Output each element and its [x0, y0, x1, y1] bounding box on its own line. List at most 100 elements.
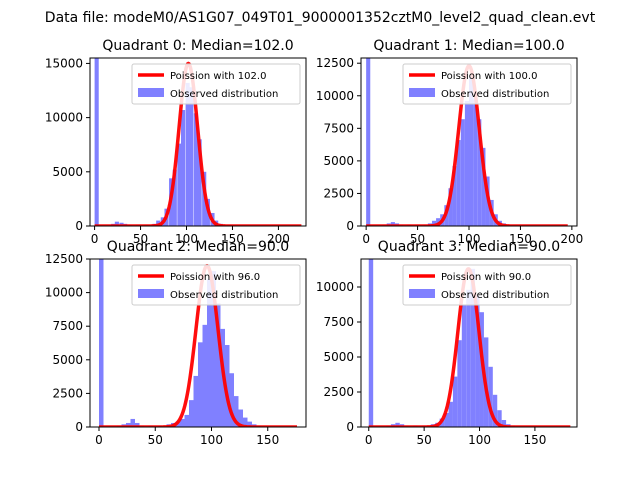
x-tick-label: 200 [267, 232, 290, 246]
panel-title: Quadrant 3: Median=90.0 [378, 239, 560, 255]
y-tick-label: 5000 [323, 154, 354, 168]
legend: Poission with 96.0 Observed distribution [131, 264, 301, 306]
histogram-bar [135, 422, 140, 427]
y-tick-label: 0 [75, 219, 83, 233]
legend-box [402, 63, 572, 105]
histogram-bar [473, 98, 478, 226]
histogram-bar [492, 394, 498, 427]
y-tick-label: 2500 [52, 386, 83, 400]
histogram-bar [229, 373, 234, 427]
y-tick-label: 15000 [45, 56, 83, 70]
y-tick-label: 5000 [323, 350, 354, 364]
histogram-bar [457, 340, 462, 427]
legend-box [131, 264, 301, 306]
y-tick-label: 10000 [316, 280, 354, 294]
histogram-bar [180, 110, 186, 226]
x-tick-label: 50 [148, 433, 163, 447]
histogram-bar [475, 295, 480, 427]
quadrant-panel-0: 0 50 100 150 200 0 5000 10000 15000 Quadrant 0: M… [45, 38, 307, 246]
histogram-bar [395, 422, 400, 427]
quadrant-panel-1: 0 50 100 150 200 0 2500 5000 7500 10000 12500 Quadr… [316, 38, 583, 246]
histogram-bar [197, 139, 202, 226]
histogram-bar [452, 376, 458, 427]
histogram-bar [193, 375, 198, 427]
x-tick-label: 100 [468, 433, 491, 447]
x-tick-label: 100 [458, 232, 481, 246]
histogram-bar [431, 220, 437, 226]
y-tick-label: 12500 [45, 252, 83, 266]
histogram-bar [488, 366, 493, 427]
legend: Poission with 90.0 Observed distribution [402, 264, 572, 306]
histogram-bar [497, 410, 502, 427]
legend: Poission with 102.0 Observed distribution [131, 63, 301, 105]
y-tick-label: 12500 [316, 56, 354, 70]
histogram-bar [243, 417, 248, 427]
histogram-bar [225, 345, 230, 427]
y-tick-label: 7500 [323, 121, 354, 135]
histogram-bar [390, 222, 395, 226]
histogram-bar [501, 420, 507, 427]
histogram-bar [126, 422, 131, 427]
x-tick-label: 150 [509, 232, 532, 246]
x-tick-label: 150 [523, 433, 546, 447]
poisson-curve [93, 61, 303, 226]
histogram-bar [216, 303, 221, 427]
y-tick-label: 7500 [323, 315, 354, 329]
y-tick-label: 5000 [52, 353, 83, 367]
histogram-bar [198, 342, 203, 427]
histogram-bar [94, 58, 99, 226]
histogram-bar [130, 418, 135, 427]
x-tick-label: 50 [416, 433, 431, 447]
histogram-bar [172, 169, 177, 226]
y-tick-label: 0 [346, 420, 354, 434]
histogram-bar [466, 289, 471, 427]
legend: Poission with 100.0 Observed distribution [402, 63, 572, 105]
histogram-bar [99, 259, 104, 427]
histogram-bar [193, 113, 198, 226]
x-tick-label: 0 [362, 232, 370, 246]
x-tick-label: 0 [91, 232, 99, 246]
panel-title: Quadrant 0: Median=102.0 [102, 38, 293, 54]
x-tick-label: 100 [200, 433, 223, 447]
x-tick-label: 0 [365, 433, 373, 447]
legend-bar-swatch [138, 88, 164, 97]
x-tick-label: 100 [175, 232, 198, 246]
histogram-bar [448, 188, 453, 226]
histogram-bar [114, 221, 119, 226]
histogram-bar [477, 119, 482, 226]
histogram-bar [470, 268, 476, 427]
x-tick-label: 50 [410, 232, 425, 246]
histogram-bar [481, 147, 486, 226]
y-tick-label: 0 [346, 219, 354, 233]
x-tick-label: 200 [560, 232, 583, 246]
y-tick-label: 2500 [323, 385, 354, 399]
histogram-bar [238, 409, 243, 427]
axes-frame [360, 258, 578, 428]
histogram-bar [189, 87, 194, 226]
legend-bar-swatch [409, 289, 435, 298]
y-tick-label: 2500 [323, 186, 354, 200]
legend-entry-observed: Observed distribution [170, 290, 278, 301]
legend-bar-swatch [138, 289, 164, 298]
legend-entry-observed: Observed distribution [441, 89, 549, 100]
y-tick-label: 5000 [52, 165, 83, 179]
panel-title: Quadrant 2: Median=90.0 [107, 239, 289, 255]
legend-entry-poisson: Poission with 102.0 [170, 71, 266, 82]
axes-frame [89, 57, 307, 227]
y-tick-label: 0 [75, 420, 83, 434]
legend-bar-swatch [409, 88, 435, 97]
histogram-bar [156, 220, 161, 226]
x-tick-label: 50 [133, 232, 148, 246]
histogram-bar [184, 414, 189, 427]
histogram-bar [177, 143, 182, 226]
histogram-bar [469, 77, 474, 226]
histogram-bar [464, 100, 469, 226]
histogram-bar [452, 166, 457, 226]
histogram-bar [366, 58, 371, 226]
histogram-bar [247, 421, 252, 427]
x-tick-label: 150 [256, 433, 279, 447]
x-tick-label: 0 [95, 433, 103, 447]
histogram-bar [444, 413, 449, 427]
y-tick-label: 7500 [52, 319, 83, 333]
histogram-bar [460, 119, 465, 226]
